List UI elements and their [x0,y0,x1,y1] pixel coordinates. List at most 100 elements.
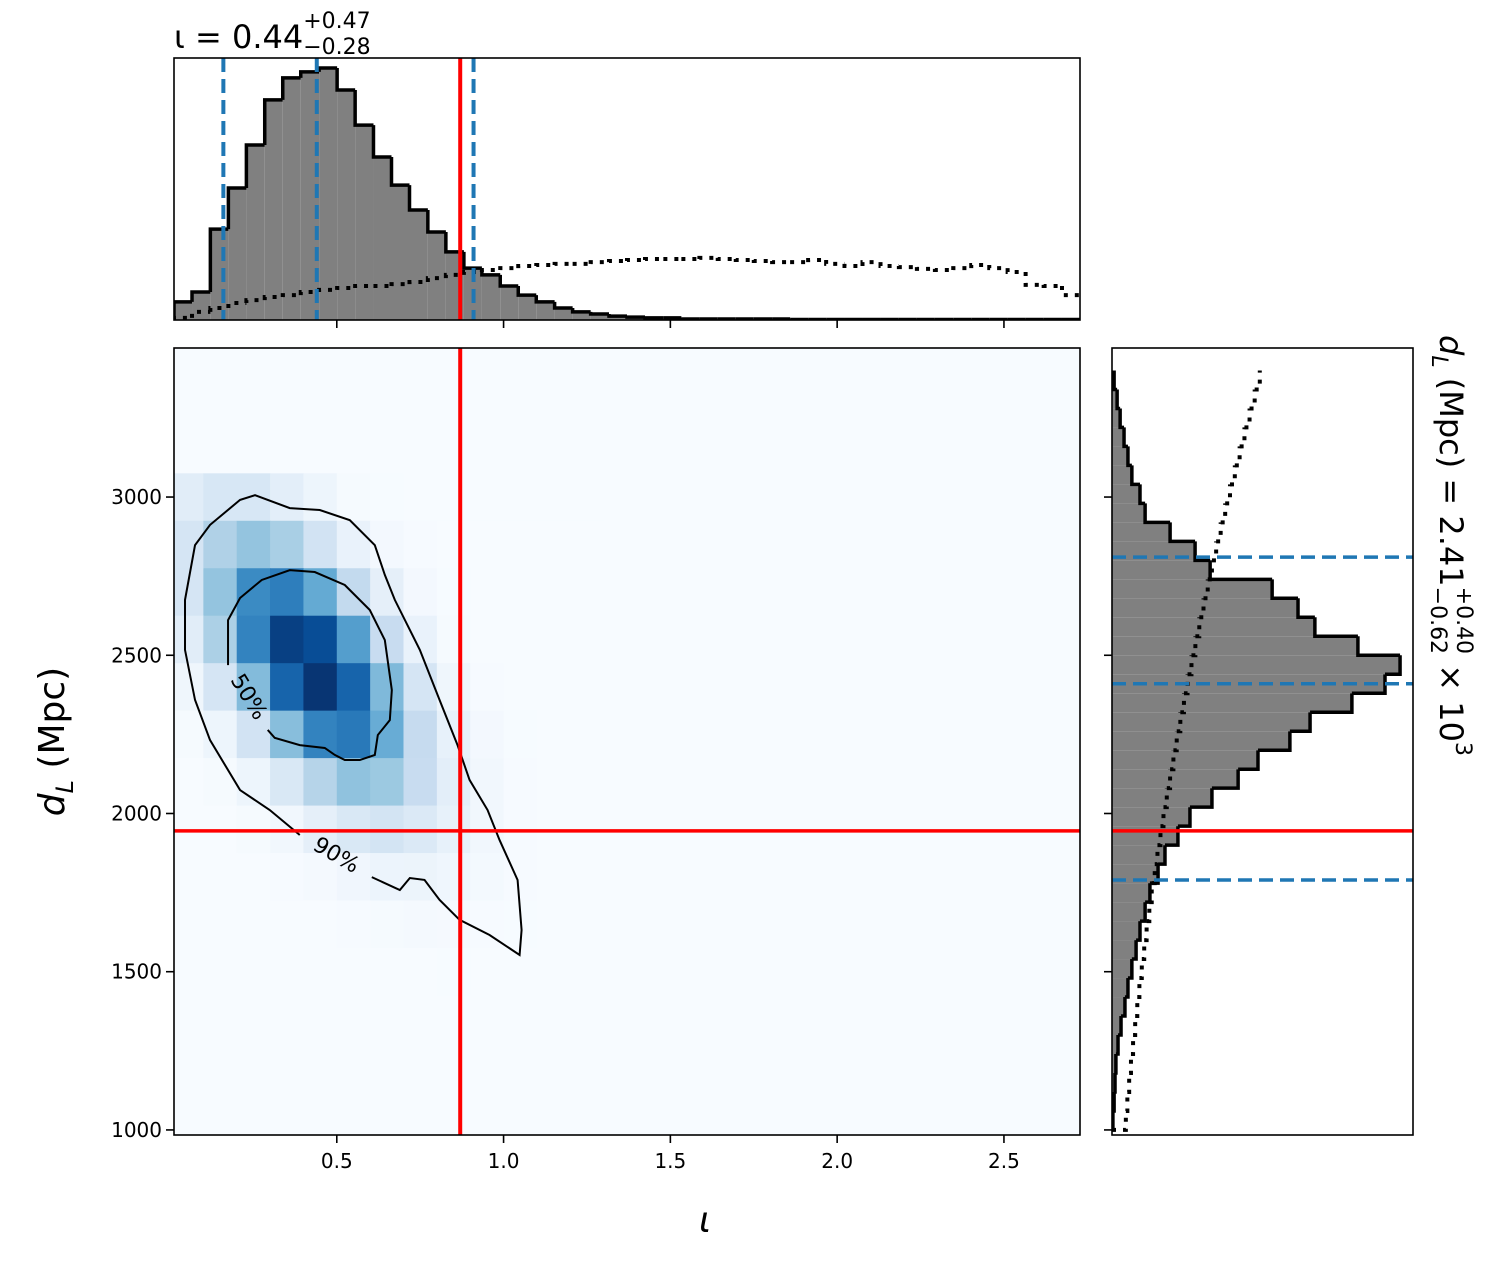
histogram-bar [174,301,193,320]
density-cell [403,663,438,712]
density-cell [236,520,271,569]
histogram-bar [1112,902,1146,922]
density-cell [436,473,471,522]
density-cell [470,568,505,617]
prior-step [1163,788,1169,810]
prior-step [1173,731,1179,753]
histogram-bar [264,99,283,320]
prior-step [1225,484,1232,506]
density-cell [303,710,338,759]
plot-area [174,58,1080,320]
histogram-bar [1112,446,1128,466]
density-cell [270,710,304,759]
histogram-bar [608,316,627,320]
prior-step [298,289,320,296]
histogram-bar [1112,712,1311,732]
histogram-step [1115,389,1121,411]
histogram-step [1130,465,1140,487]
density-cell [174,663,204,712]
y-tick-label: 1000 [111,1118,162,1142]
axes-frame [173,57,1081,321]
histogram-bar [1112,522,1171,542]
histogram-bar [1112,389,1118,409]
label-part: × 10 [1432,654,1470,742]
density-cell [236,663,271,712]
prior-step [226,300,247,308]
prior-step [643,256,664,261]
prior-step [552,261,573,266]
histogram-bar [1112,693,1352,713]
density-cell [403,758,438,807]
histogram-bar [1112,1053,1116,1073]
prior-step [1128,1053,1133,1075]
density-cell [203,900,238,949]
label-part: d [32,792,73,816]
prior-step [1023,272,1044,287]
histogram-step [679,317,700,320]
histogram-step [1124,978,1130,999]
prior-step [1229,465,1237,487]
density-cell [503,758,538,807]
prior-step [1125,1091,1130,1113]
contour [227,569,393,762]
prior-step [1146,902,1152,924]
prior-step [1144,921,1149,943]
histogram-bar [500,285,519,320]
histogram-step [1310,693,1354,714]
histogram-step [299,70,320,78]
label-part: d [1432,335,1470,356]
histogram-bar [1112,940,1137,960]
density-cell [570,615,605,664]
histogram-bar [1112,883,1150,903]
density-cell [403,853,438,902]
prior-step [770,260,791,265]
y-tick-label: 2500 [111,643,162,667]
density-cell [270,663,304,712]
histogram-bar [192,291,211,320]
histogram-step [1131,940,1138,961]
prior-step [914,266,935,271]
density-cell [236,568,271,617]
density-cell [370,900,405,949]
prior-step [407,280,428,285]
density-cell [570,758,605,807]
histogram-step [1158,845,1167,866]
density-cell [470,663,505,712]
density-cell [370,520,405,569]
density-cell [336,568,371,617]
histogram-step [1118,408,1125,430]
prior-step [1149,883,1154,905]
label-part: ι = 0.44 [174,18,303,56]
histogram-step [335,67,356,92]
histogram-step [262,98,283,145]
histogram-step [1289,712,1312,733]
histogram-bar [246,144,265,320]
histogram-step [317,66,338,72]
prior-step [1166,769,1173,791]
histogram-step [607,313,627,318]
prior-step [1211,541,1219,563]
histogram-bar [1112,845,1165,865]
histogram-step [625,315,646,319]
prior-step [1005,268,1026,275]
density-cell [303,568,338,617]
histogram-bar [1112,921,1140,941]
prior-step [244,298,265,303]
prior-step [1130,1035,1136,1056]
density-cell [370,853,405,902]
histogram-step [1115,1035,1120,1056]
histogram-bar [427,231,446,320]
histogram-bar [1112,959,1132,979]
density-cell [174,853,204,902]
prior-step [335,286,356,291]
density-cell [503,568,538,617]
density-cell [236,473,271,522]
density-cell [270,473,304,522]
density-cell [536,900,571,949]
density-cell [236,900,271,949]
histogram-bar [1112,978,1128,998]
histogram-bar [1112,769,1239,789]
y-tick-label: 3000 [111,485,162,509]
histogram-step [1143,503,1171,525]
density-cell [403,520,438,569]
